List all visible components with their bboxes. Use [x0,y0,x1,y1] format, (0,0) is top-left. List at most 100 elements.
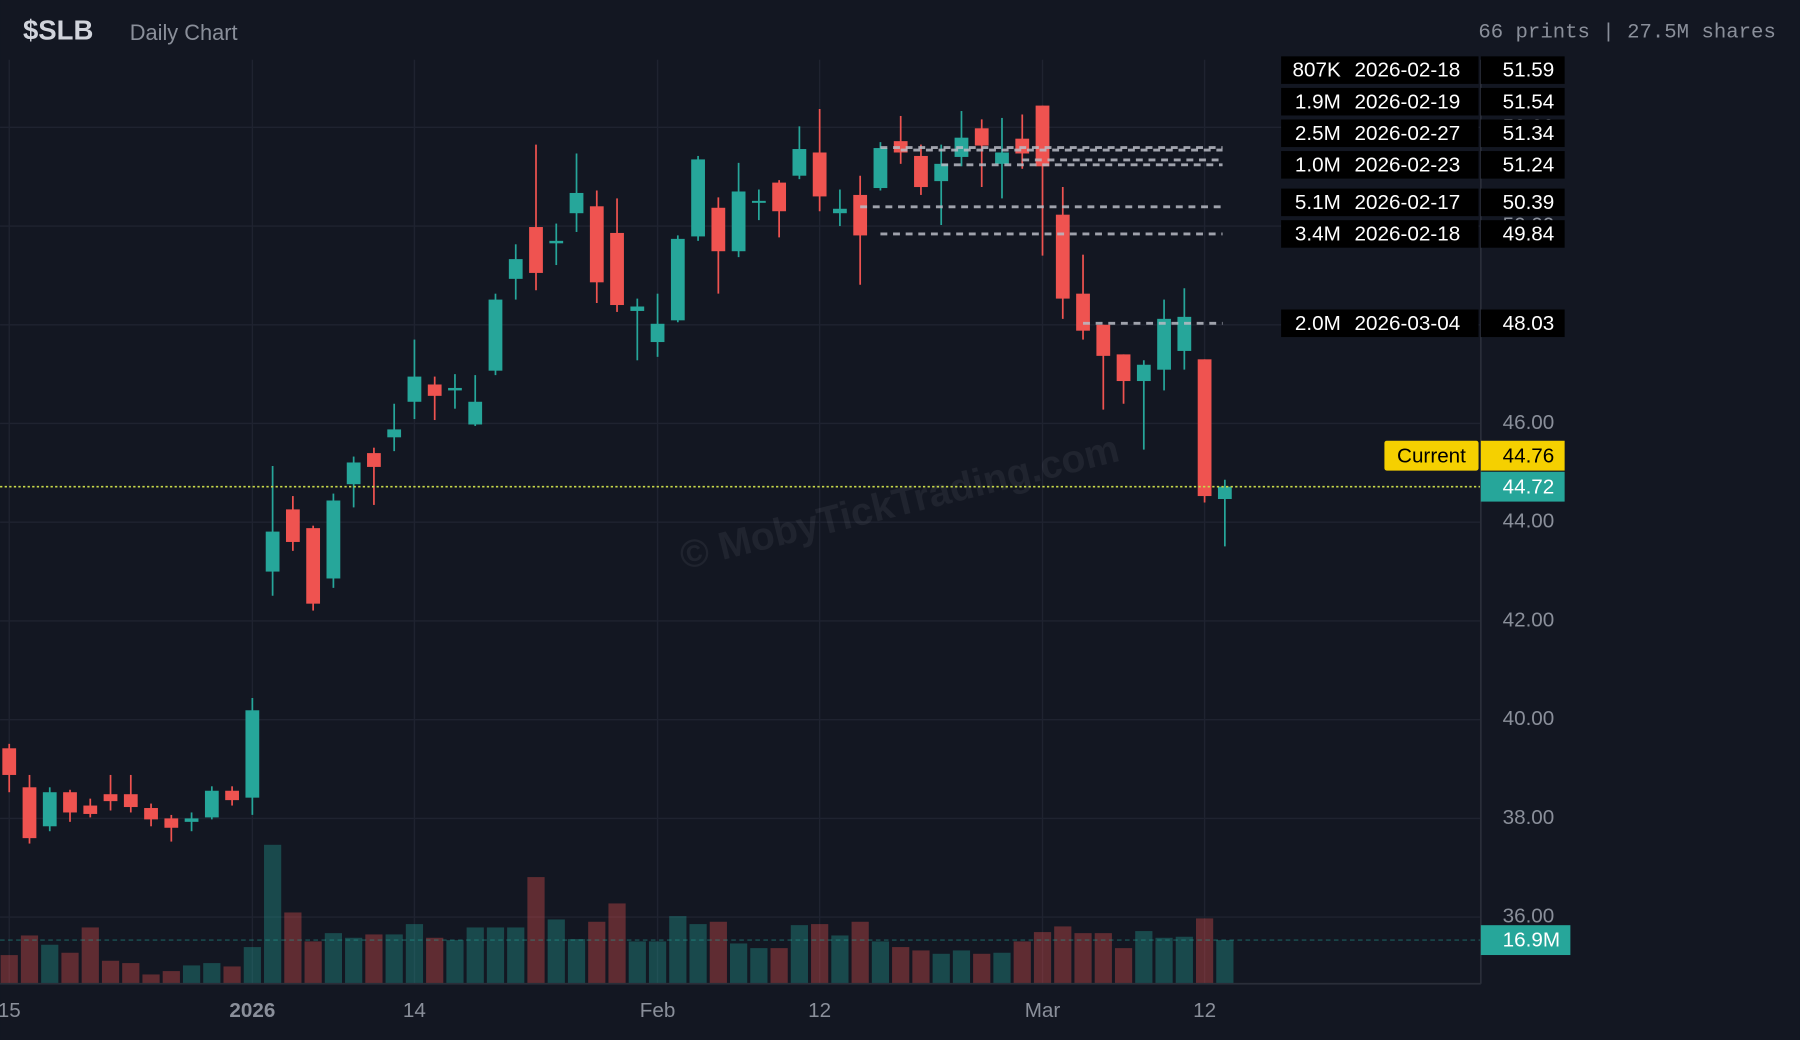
candle-body [751,200,766,203]
candle-body [204,790,219,818]
candle-body [934,163,949,182]
volume-bar [1094,933,1112,984]
volume-bar [628,941,646,984]
candle-body [508,259,523,279]
volume-bar [182,965,201,984]
y-tick-label: 46.00 [1503,411,1555,434]
volume-bar [648,941,667,984]
candle-body [529,227,543,273]
print-info-box [1281,188,1479,217]
print-date: 2026-02-27 [1355,122,1461,145]
print-price-box [1480,119,1565,148]
print-price-box [1480,309,1565,338]
volume-bar [831,935,849,984]
volume-bar [790,925,808,984]
last-price-value: 44.72 [1503,475,1555,498]
candle-body [63,792,77,813]
volume-bar [811,924,829,984]
volume-bar [446,940,464,984]
candle-body [833,208,847,214]
y-tick-label: 38.00 [1503,806,1555,829]
candle-body [1197,359,1212,497]
print-date: 2026-02-17 [1355,191,1461,214]
volume-bar [547,919,565,984]
print-price-box [1480,87,1565,116]
y-tick-label: 40.00 [1503,707,1555,730]
volume-bar [162,971,180,984]
volume-bar [750,948,768,984]
volume-bar [405,924,424,984]
print-info-box [1281,151,1479,179]
print-price-box [1480,220,1565,248]
volume-bar [1175,936,1193,984]
x-tick-label: 12 [808,999,831,1022]
volume-bar [486,927,505,984]
volume-bar [588,921,606,984]
volume-bar [264,844,282,984]
summary: 66 prints | 27.5M shares [1478,22,1775,45]
candle-body [245,710,260,798]
candle-body [2,748,17,775]
volume-bar [851,921,869,984]
x-tick-label: 15 [0,999,21,1022]
overlay-layer [0,146,1481,941]
symbol: $SLB [23,14,93,45]
volume-bar [243,947,261,984]
volume-bar [1135,931,1153,984]
candle-body [569,192,584,214]
volume-bar [101,960,120,984]
candle-body [326,500,341,579]
volume-bar [81,927,99,984]
candle-body [83,805,98,814]
candle-body [610,232,624,306]
last-volume-tag [1480,925,1571,956]
volume-bar [608,903,626,984]
candle-body [1055,214,1070,299]
volume-bar [223,966,241,984]
volume-bar [20,935,39,984]
candle-body [103,794,118,802]
volume-bar [142,974,160,984]
x-tick-label: 12 [1193,999,1216,1022]
candle-body [225,790,239,801]
volume-bar [284,912,302,984]
volume-bar [345,937,363,984]
x-tick-label: 14 [403,999,426,1022]
print-size: 1.0M [1295,153,1341,176]
candle-layer [2,105,1232,844]
candle-body [144,808,158,820]
candle-body [670,238,685,321]
volume-bar [324,933,343,984]
candle-body [792,149,807,176]
candle-body [407,376,422,402]
candle-body [387,429,402,438]
volume-bar [426,937,444,984]
candle-body [893,141,908,153]
current-tag-label-box [1384,440,1479,471]
y-tick-label: 42.00 [1503,608,1555,631]
volume-bar [932,953,950,984]
volume-bar [871,941,890,984]
candle-body [1035,105,1050,167]
print-price-box [1480,56,1565,84]
volume-bar [689,924,707,984]
candle-body [1136,364,1151,382]
candle-body [630,306,645,311]
candle-body [123,794,138,808]
print-price: 51.24 [1503,153,1555,176]
candle-body [873,148,888,189]
print-price-box [1480,188,1565,217]
volume-bar [304,941,322,984]
print-size: 5.1M [1295,191,1341,214]
print-price: 49.84 [1503,223,1555,246]
volume-bar [0,955,18,984]
volume-bar [1195,918,1214,984]
x-tick-label: Mar [1025,999,1061,1022]
print-size: 807K [1293,59,1341,82]
volume-bar [1033,932,1052,984]
candle-body [995,152,1009,164]
volume-bar [466,927,484,984]
candle-body [1157,318,1171,370]
volume-bar [41,944,59,984]
candle-body [164,818,179,828]
